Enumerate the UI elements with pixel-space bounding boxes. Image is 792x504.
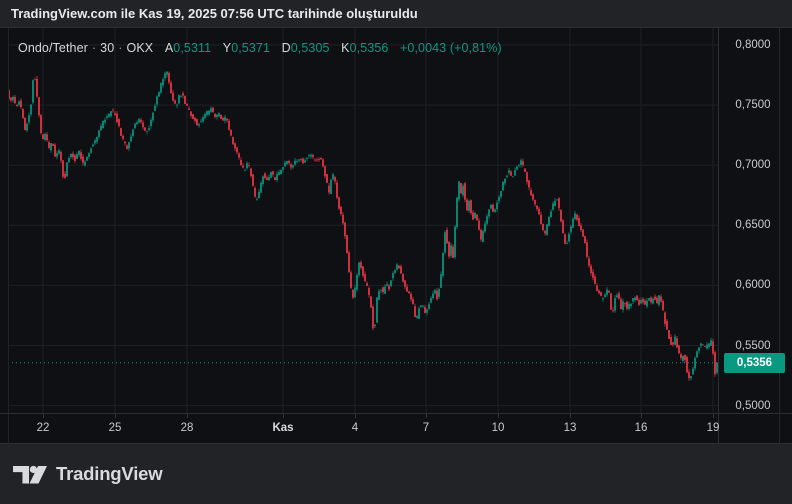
price-axis-label: 0,6000 [735, 279, 771, 292]
price-axis-label: 0,5500 [735, 339, 771, 352]
footer-bar: TradingView [0, 444, 792, 504]
time-axis-tick [498, 414, 499, 418]
tradingview-logo-icon [13, 465, 47, 484]
time-axis-tick [426, 414, 427, 418]
symbol-title: Ondo/Tether [18, 41, 88, 55]
time-axis-tick [283, 414, 284, 418]
price-axis-label: 0,7500 [735, 99, 771, 112]
time-axis-label: 25 [108, 422, 122, 434]
time-axis-label: 28 [180, 422, 194, 434]
time-axis-label: 19 [706, 422, 720, 434]
ohlc-high: Y0,5371 [222, 41, 271, 55]
time-axis-tick [355, 414, 356, 418]
price-axis-label: 0,7000 [735, 159, 771, 172]
interval-value: 30 [100, 41, 115, 55]
time-axis-tick [187, 414, 188, 418]
legend-separator-1: · [91, 41, 97, 55]
plot-left-border [8, 28, 9, 444]
price-axis-separator [718, 28, 719, 444]
attribution-text: TradingView.com ile Kas 19, 2025 07:56 U… [11, 6, 418, 21]
symbol-legend[interactable]: Ondo/Tether · 30 · OKX A0,5311 Y0,5371 D0,53… [18, 41, 502, 55]
time-axis-label: 13 [563, 422, 577, 434]
price-axis-label: 0,6500 [735, 219, 771, 232]
panel-right-border [779, 28, 780, 444]
ohlc-close: K0,5356 [341, 41, 389, 55]
tradingview-logo-text: TradingView [56, 463, 163, 484]
chart-panel[interactable]: Ondo/Tether · 30 · OKX A0,5311 Y0,5371 D0,53… [0, 27, 792, 444]
time-axis-label: 10 [491, 422, 505, 434]
time-axis-label: 22 [36, 422, 50, 434]
price-axis-label: 0,8000 [735, 39, 771, 51]
attribution-bar: TradingView.com ile Kas 19, 2025 07:56 U… [0, 0, 792, 27]
candlestick-plot[interactable] [8, 28, 718, 413]
time-axis-label: 16 [634, 422, 648, 434]
ohlc-open: A0,5311 [164, 41, 212, 55]
time-axis-separator [0, 413, 792, 414]
time-axis-label: 4 [351, 422, 359, 434]
tradingview-logo[interactable]: TradingView [13, 463, 163, 485]
time-axis-tick [570, 414, 571, 418]
time-axis-tick [641, 414, 642, 418]
time-axis-label: Kas [272, 422, 294, 434]
time-axis-tick [115, 414, 116, 418]
ohlc-low: D0,5305 [281, 41, 330, 55]
price-axis-label: 0,5000 [735, 399, 771, 412]
time-axis-tick [713, 414, 714, 418]
exchange-name: OKX [126, 41, 154, 55]
time-axis-tick [43, 414, 44, 418]
legend-separator-2: · [118, 41, 123, 55]
time-axis-label: 7 [422, 422, 430, 434]
last-price-label: 0,5356 [724, 352, 785, 373]
change-value: +0,0043 (+0,81%) [400, 41, 502, 55]
